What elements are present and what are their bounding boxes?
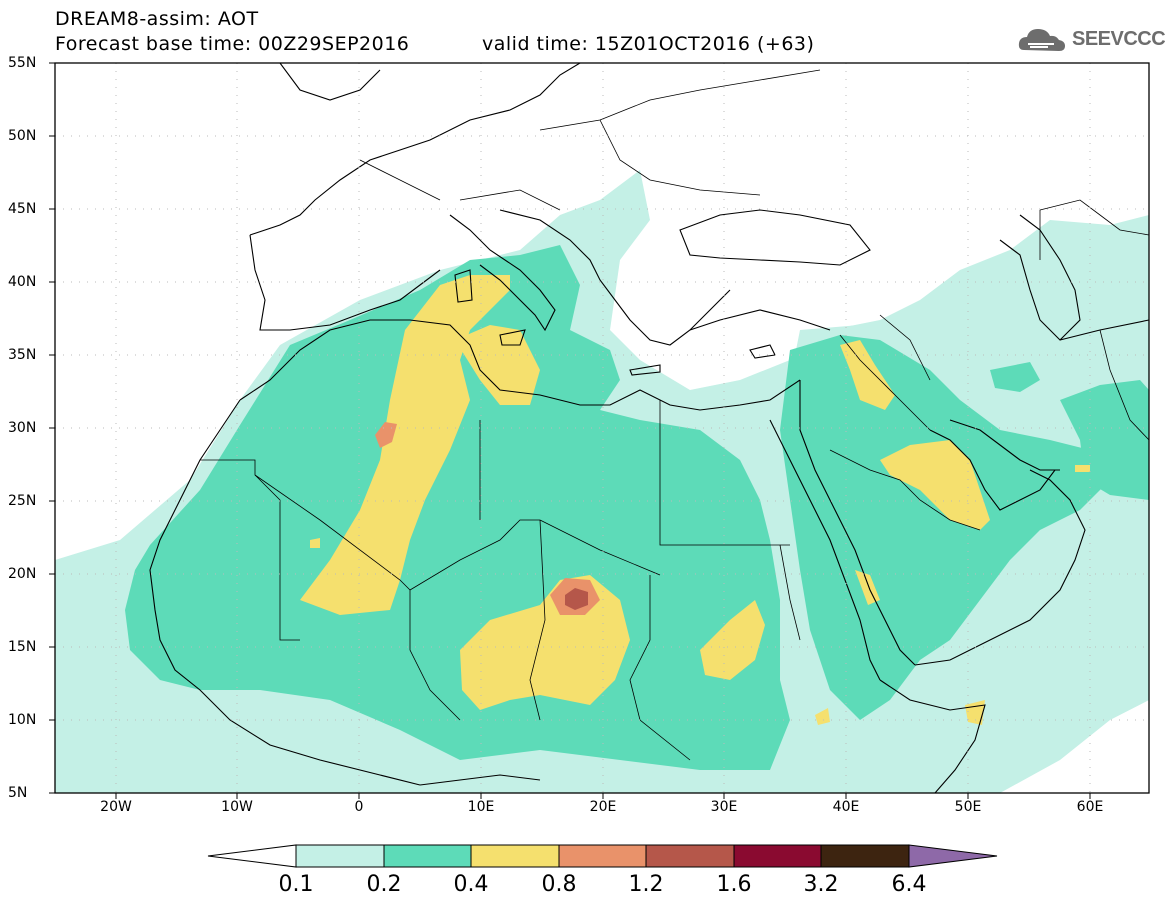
colorbar-bin-0.4-0.8 <box>470 844 560 868</box>
colorbar-bin-0.1-0.2 <box>295 844 385 868</box>
colorbar-bin-1.2-1.6 <box>645 844 735 868</box>
colorbar-label: 1.6 <box>716 872 752 897</box>
borders <box>200 69 1149 761</box>
map-title: DREAM8-assim: AOT <box>55 8 259 30</box>
lat-label: 35N <box>8 347 37 363</box>
lat-label: 40N <box>8 274 37 290</box>
colorbar-label: 0.8 <box>541 872 577 897</box>
lon-label: 30E <box>710 799 738 815</box>
lon-label: 10W <box>221 799 253 815</box>
colorbar-min-arrow <box>207 844 297 868</box>
forecast-base-time: Forecast base time: 00Z29SEP2016 <box>55 33 410 55</box>
lat-label: 25N <box>8 493 37 509</box>
lon-label: 20W <box>100 799 132 815</box>
lat-label: 30N <box>8 420 37 436</box>
colorbar-label: 0.4 <box>453 872 489 897</box>
lat-label: 55N <box>8 55 37 71</box>
colorbar-bin-0.2-0.4 <box>383 844 472 868</box>
colorbar-label: 1.2 <box>628 872 664 897</box>
aot-level-0.4 <box>300 275 1090 725</box>
colorbar-label: 6.4 <box>891 872 927 897</box>
lon-label: 10E <box>467 799 495 815</box>
colorbar-bin-1.6-3.2 <box>733 844 822 868</box>
colorbar-bin-3.2-6.4 <box>820 844 910 868</box>
lat-label: 45N <box>8 201 37 217</box>
lat-label: 20N <box>8 566 37 582</box>
lon-label: 20E <box>589 799 617 815</box>
axis-ticks <box>49 62 1091 799</box>
colorbar-label: 0.2 <box>366 872 402 897</box>
colorbar <box>207 844 998 868</box>
gridlines <box>55 63 1149 793</box>
lat-label: 15N <box>8 639 37 655</box>
valid-time: valid time: 15Z01OCT2016 (+63) <box>482 33 815 55</box>
seevccc-cloud-icon <box>1018 29 1065 51</box>
colorbar-max-arrow <box>908 844 998 868</box>
colorbar-label: 0.1 <box>278 872 314 897</box>
lon-label: 0 <box>354 799 364 815</box>
lat-label: 10N <box>8 712 37 728</box>
logo-text: SEEVCCC <box>1072 28 1165 50</box>
lon-label: 60E <box>1076 799 1104 815</box>
lon-label: 50E <box>954 799 982 815</box>
aot-level-1.2 <box>565 588 588 610</box>
lon-label: 40E <box>832 799 860 815</box>
colorbar-label: 3.2 <box>803 872 839 897</box>
lat-label: 50N <box>8 128 37 144</box>
lat-label: 5N <box>8 785 28 801</box>
colorbar-bin-0.8-1.2 <box>558 844 647 868</box>
